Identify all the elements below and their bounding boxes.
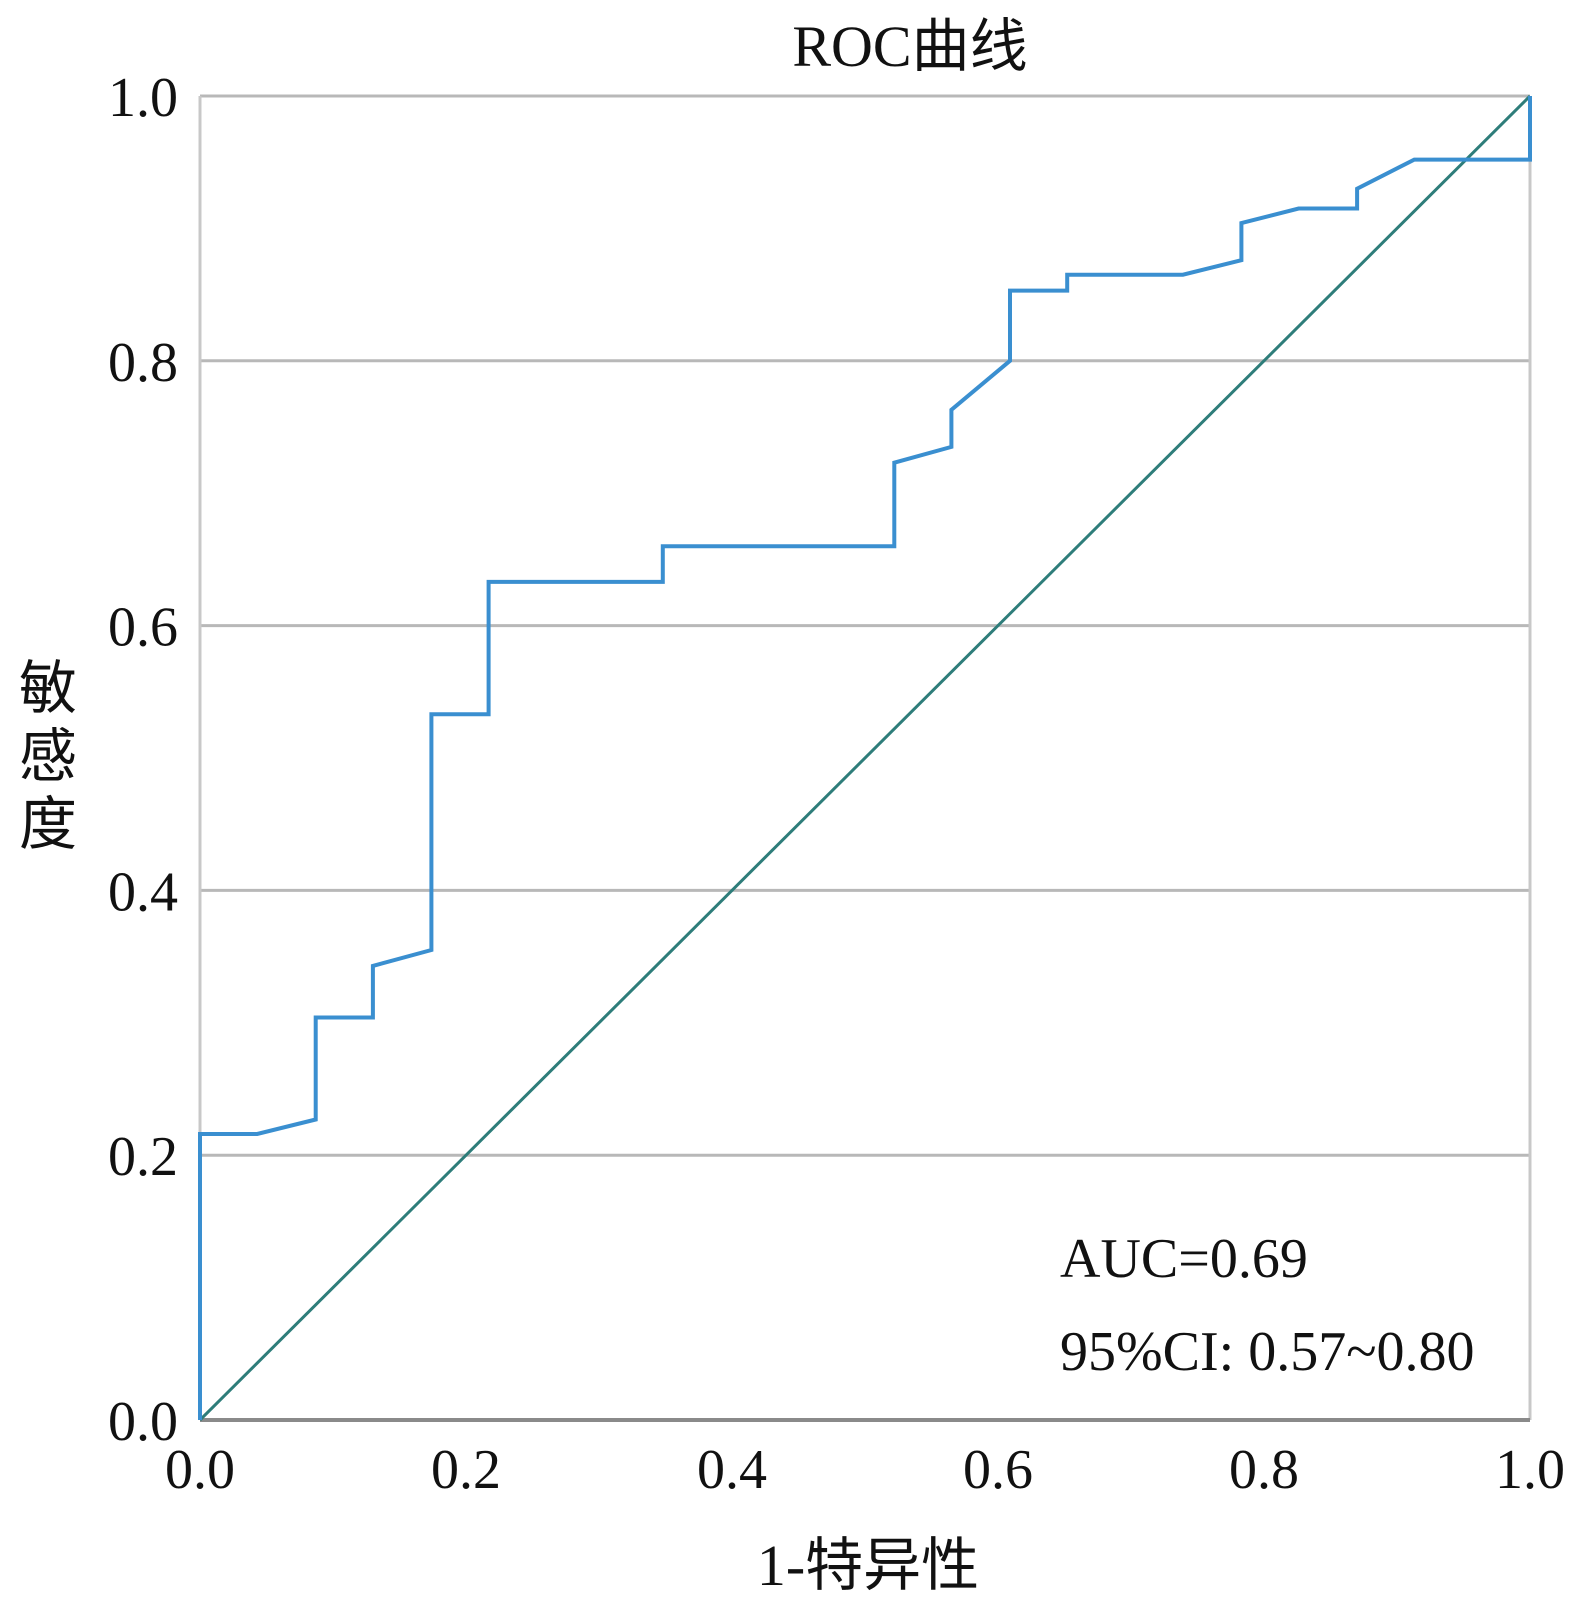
x-tick-label: 1.0 [1495, 1439, 1565, 1501]
series-line-reference [198, 94, 1532, 1422]
y-axis-title-char-2: 感 [19, 724, 77, 789]
series-layer [198, 94, 1532, 1422]
y-tick-label: 1.0 [108, 67, 178, 129]
y-tick-label: 0.6 [108, 597, 178, 659]
x-tick-label: 0.2 [431, 1439, 501, 1501]
grid-lines [200, 94, 1530, 1157]
x-axis-title: 1-特异性 [757, 1533, 979, 1598]
series-line-roc [198, 96, 1532, 1420]
y-tick-label: 0.0 [108, 1391, 178, 1453]
x-tick-label: 0.4 [697, 1439, 767, 1501]
tick-labels: 0.0 0.2 0.4 0.6 0.8 1.0 0.0 0.2 0.4 0.6 0.8 1.0 [108, 67, 1565, 1501]
y-axis-title-char-1: 敏 [19, 656, 77, 721]
x-tick-label: 0.6 [963, 1439, 1033, 1501]
auc-annotation: AUC=0.69 [1060, 1228, 1308, 1290]
y-axis-title-char-3: 度 [19, 792, 77, 857]
chart-title: ROC曲线 [792, 14, 1027, 79]
x-tick-label: 0.8 [1229, 1439, 1299, 1501]
ci-annotation: 95%CI: 0.57~0.80 [1060, 1321, 1475, 1383]
y-tick-label: 0.8 [108, 332, 178, 394]
x-tick-label: 0.0 [165, 1439, 235, 1501]
y-axis-title: 敏 感 度 [19, 656, 77, 857]
y-tick-label: 0.2 [108, 1126, 178, 1188]
y-tick-label: 0.4 [108, 861, 178, 923]
